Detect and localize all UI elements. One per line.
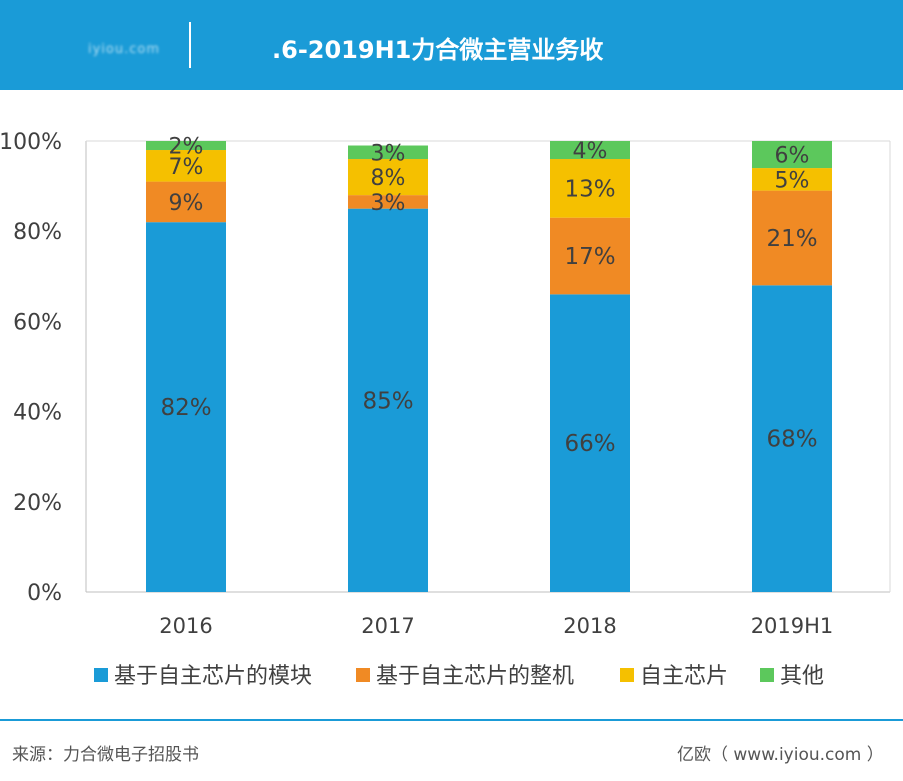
y-tick-label: 20% — [13, 491, 62, 516]
bar-data-label: 21% — [766, 226, 817, 252]
legend-label: 自主芯片 — [640, 664, 728, 689]
bar-segment — [752, 190, 832, 286]
legend-label: 基于自主芯片的整机 — [376, 664, 574, 689]
bar-segment — [752, 141, 832, 169]
bar-data-label: 8% — [371, 166, 406, 191]
bar-segment — [146, 150, 226, 182]
legend-swatch — [94, 668, 108, 682]
header-banner: iyiou.com .6-2019H1力合微主营业务收 — [0, 0, 903, 90]
bar-data-label: 68% — [766, 427, 817, 453]
brand-logo: iyiou.com — [88, 42, 161, 57]
legend-swatch — [356, 668, 370, 682]
bar-data-label: 13% — [564, 176, 615, 202]
bar-data-label: 82% — [160, 395, 211, 421]
y-tick-label: 0% — [27, 581, 62, 606]
bar-segment — [146, 181, 226, 223]
bar-data-label: 9% — [169, 191, 204, 216]
credit-note: 亿欧（ www.iyiou.com ） — [677, 745, 884, 765]
bar-segment — [146, 141, 226, 151]
bars — [146, 141, 832, 592]
bar-segment — [348, 145, 428, 160]
legend-label: 基于自主芯片的模块 — [114, 664, 312, 689]
chart-title: .6-2019H1力合微主营业务收 — [272, 36, 604, 64]
bar-data-label: 7% — [169, 155, 204, 180]
bar-data-label: 66% — [564, 431, 615, 457]
bar-data-label: 4% — [573, 139, 608, 164]
legend: 基于自主芯片的模块 基于自主芯片的整机 自主芯片 其他 — [94, 664, 824, 689]
bar-data-label: 5% — [775, 168, 810, 193]
bar-segment — [348, 208, 428, 592]
bar-segment — [348, 195, 428, 209]
data-labels: 82% 9% 7%2% 85% 3%8%3% 66% 17% 13% 4% 68% 21% 5%6% — [160, 135, 817, 458]
bar-segment — [550, 141, 630, 160]
bar-segment — [348, 159, 428, 196]
bar-segment — [146, 222, 226, 592]
bar-segment — [752, 285, 832, 592]
bar-data-label: 85% — [362, 388, 413, 414]
header-divider — [189, 22, 191, 68]
legend-swatch — [620, 668, 634, 682]
bar-data-label: 17% — [564, 244, 615, 270]
footer-divider — [0, 719, 903, 721]
y-tick-label: 60% — [13, 310, 62, 335]
y-tick-label: 100% — [0, 130, 62, 155]
bar-data-label: 6% — [775, 144, 810, 169]
y-tick-label: 40% — [13, 401, 62, 426]
bar-data-label: 2% — [169, 135, 204, 160]
bar-segment — [550, 217, 630, 295]
bar-data-label: 3% — [371, 191, 406, 216]
x-tick-label: 2019H1 — [751, 614, 834, 638]
bar-segment — [752, 168, 832, 191]
x-tick-label: 2017 — [361, 614, 414, 638]
bar-segment — [550, 159, 630, 218]
source-note: 来源：力合微电子招股书 — [12, 745, 199, 765]
legend-swatch — [760, 668, 774, 682]
stacked-bar-chart: 0% 20% 40% 60% 80% 100% 2016 2017 2018 2019H1 82%… — [0, 130, 891, 689]
bar-segment — [550, 294, 630, 592]
x-tick-label: 2016 — [159, 614, 212, 638]
bar-data-label: 3% — [371, 141, 406, 166]
legend-label: 其他 — [780, 664, 824, 689]
y-tick-label: 80% — [13, 220, 62, 245]
x-tick-label: 2018 — [563, 614, 616, 638]
